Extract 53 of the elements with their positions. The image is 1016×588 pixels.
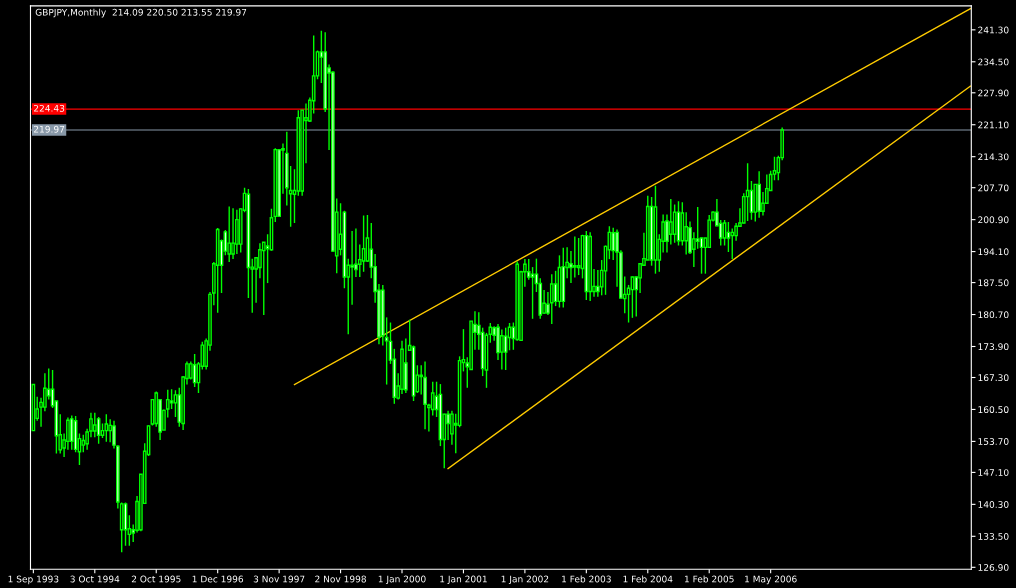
candlestick bbox=[530, 266, 535, 320]
x-tick-label: 1 Sep 1993 bbox=[8, 575, 59, 585]
candlestick bbox=[730, 227, 735, 260]
candlestick bbox=[92, 412, 97, 438]
y-tick-label: 214.30 bbox=[978, 153, 1009, 161]
y-tick-label: 126.90 bbox=[978, 564, 1009, 571]
candlestick bbox=[668, 198, 673, 246]
x-tick-label: 1 Feb 2003 bbox=[562, 575, 611, 583]
y-tick-label: 140.30 bbox=[978, 501, 1009, 508]
y-tick-label: 241.30 bbox=[978, 26, 1009, 34]
x-tick-label: 1 May 2006 bbox=[745, 575, 797, 585]
candlestick bbox=[169, 388, 174, 410]
candlestick bbox=[611, 226, 616, 261]
x-tick-label: 3 Oct 1994 bbox=[70, 575, 120, 583]
candlestick bbox=[108, 418, 113, 444]
candlestick bbox=[695, 206, 700, 250]
candlestick bbox=[500, 328, 504, 371]
y-tick-label: 200.90 bbox=[978, 216, 1009, 224]
x-tick-label: 1 Feb 2005 bbox=[684, 575, 734, 583]
y-tick-label: 234.50 bbox=[978, 58, 1009, 66]
candlestick bbox=[231, 207, 235, 260]
x-tick-label: 3 Nov 1997 bbox=[253, 575, 305, 583]
y-tick-label: 221.10 bbox=[978, 121, 1009, 129]
y-tick-label: 173.90 bbox=[978, 343, 1009, 351]
candlestick bbox=[227, 205, 232, 263]
y-tick-label: 194.10 bbox=[978, 248, 1009, 256]
ref-line-label: 219.97 bbox=[33, 125, 65, 133]
x-tick-label: 1 Feb 2004 bbox=[623, 575, 673, 583]
x-tick-label: 1 Jan 2000 bbox=[378, 575, 426, 585]
ref-line-label: 224.43 bbox=[33, 104, 65, 112]
x-tick-label: 2 Oct 1995 bbox=[131, 575, 181, 583]
y-tick-label: 180.70 bbox=[978, 311, 1009, 319]
y-tick-label: 160.50 bbox=[978, 406, 1009, 414]
y-tick-label: 227.90 bbox=[978, 89, 1009, 97]
candlestick bbox=[69, 414, 74, 451]
y-tick-label: 187.50 bbox=[978, 279, 1009, 287]
x-tick-label: 1 Jan 2002 bbox=[501, 575, 549, 585]
y-tick-label: 207.70 bbox=[978, 184, 1009, 192]
candlestick bbox=[572, 235, 577, 279]
x-tick-label: 1 Jan 2001 bbox=[440, 575, 487, 585]
y-tick-label: 133.50 bbox=[978, 533, 1009, 540]
chart-title: GBPJPY,Monthly 214.09 220.50 213.55 219.97 bbox=[35, 8, 247, 18]
candlestick bbox=[104, 413, 109, 443]
x-tick-label: 2 Nov 1998 bbox=[315, 575, 366, 583]
candlestick bbox=[350, 230, 354, 306]
y-tick-label: 147.10 bbox=[978, 469, 1009, 476]
candlestick bbox=[576, 237, 581, 276]
x-tick-label: 1 Dec 1996 bbox=[192, 575, 244, 583]
y-tick-label: 167.30 bbox=[978, 374, 1009, 382]
y-tick-label: 153.70 bbox=[978, 438, 1009, 445]
candlestick bbox=[503, 327, 508, 371]
candlestick bbox=[549, 273, 554, 325]
candlestick bbox=[446, 410, 450, 441]
